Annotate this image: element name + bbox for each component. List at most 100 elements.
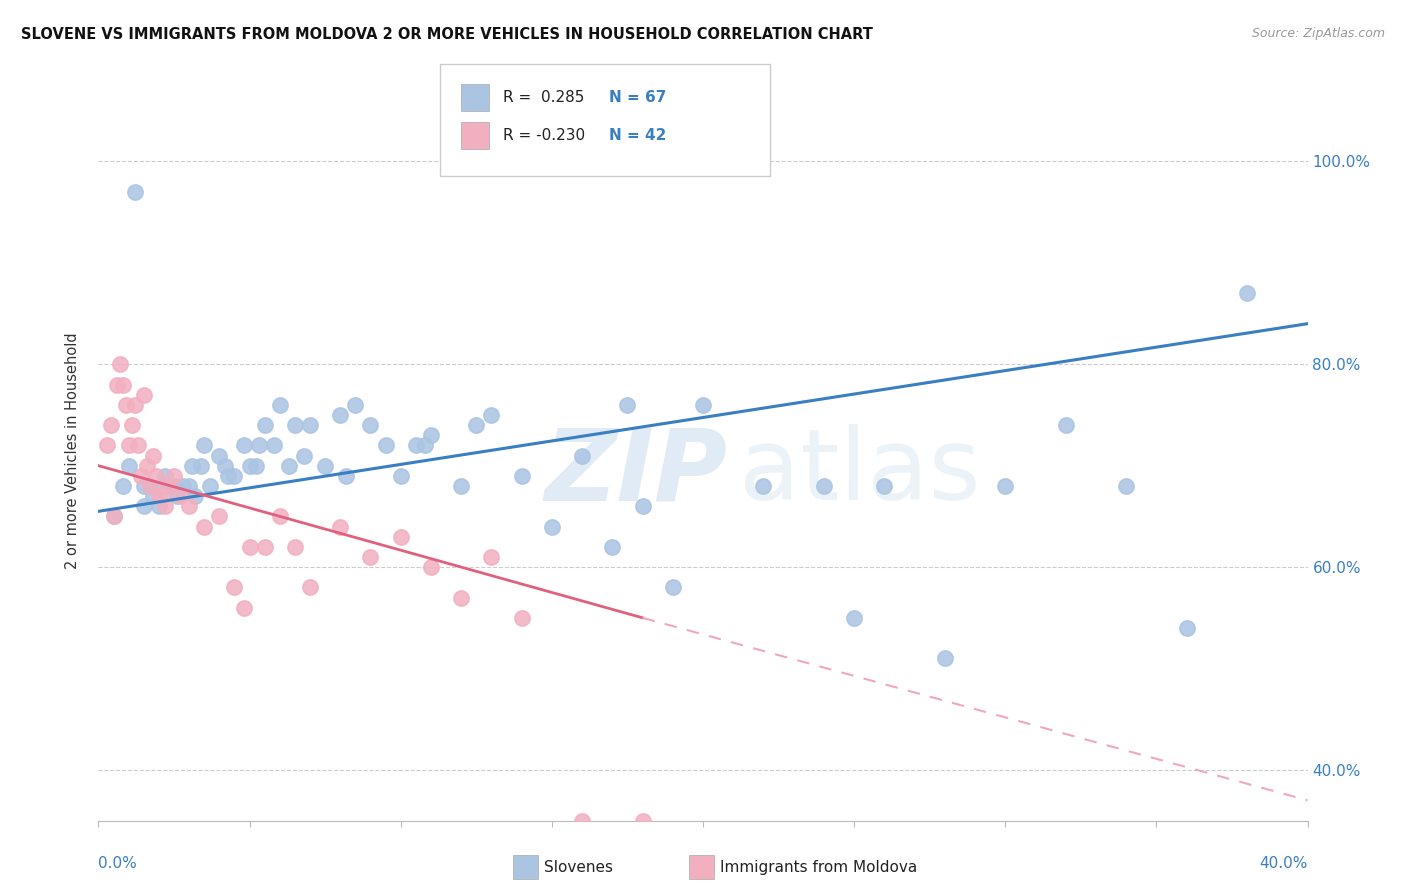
Point [420, 560, 443, 574]
Point [148, 500, 170, 514]
Point [314, 458, 336, 473]
Point [132, 387, 155, 401]
Point [181, 458, 204, 473]
Point [413, 438, 436, 452]
Point [148, 489, 170, 503]
Point [132, 479, 155, 493]
Point [994, 479, 1017, 493]
Point [232, 438, 254, 452]
Point [540, 519, 562, 533]
Point [142, 449, 165, 463]
Point [481, 549, 503, 564]
Point [752, 479, 775, 493]
Point [105, 377, 128, 392]
Point [292, 449, 315, 463]
Point [111, 479, 134, 493]
Text: N = 42: N = 42 [609, 128, 666, 143]
Point [253, 418, 276, 433]
Point [335, 468, 357, 483]
Point [389, 530, 412, 544]
Point [661, 580, 683, 594]
Point [132, 500, 155, 514]
Point [200, 479, 222, 493]
Point [179, 500, 201, 514]
Point [360, 549, 382, 564]
Point [299, 418, 322, 433]
Text: atlas: atlas [740, 425, 981, 521]
Point [103, 509, 125, 524]
Point [934, 651, 956, 665]
Point [1175, 621, 1198, 635]
Point [135, 458, 157, 473]
Y-axis label: 2 or more Vehicles in Household: 2 or more Vehicles in Household [65, 332, 80, 569]
Point [284, 540, 307, 554]
Point [813, 479, 835, 493]
Point [156, 479, 179, 493]
Point [253, 540, 276, 554]
Point [284, 418, 307, 433]
Point [1236, 286, 1258, 301]
Point [96, 438, 118, 452]
Point [465, 418, 488, 433]
Point [602, 540, 624, 554]
Point [153, 468, 176, 483]
Point [239, 540, 262, 554]
Point [124, 185, 146, 199]
Point [1054, 418, 1077, 433]
Point [121, 418, 143, 433]
Point [277, 458, 299, 473]
Point [344, 398, 367, 412]
Point [214, 458, 236, 473]
Point [571, 814, 593, 828]
Point [184, 489, 207, 503]
Point [844, 611, 866, 625]
Point [208, 509, 231, 524]
Point [163, 479, 186, 493]
Point [124, 398, 146, 412]
Point [224, 580, 246, 594]
Point [224, 468, 246, 483]
Point [172, 479, 194, 493]
Point [692, 398, 714, 412]
Point [329, 519, 352, 533]
Point [510, 611, 533, 625]
Point [389, 468, 412, 483]
Text: 0.0%: 0.0% [98, 856, 138, 871]
Point [145, 468, 167, 483]
Point [166, 489, 188, 503]
Point [208, 449, 231, 463]
Point [129, 468, 152, 483]
Point [450, 479, 472, 493]
Point [420, 428, 443, 442]
Point [873, 479, 896, 493]
Text: ZIP: ZIP [544, 425, 727, 521]
Text: Slovenes: Slovenes [544, 860, 613, 874]
Point [217, 468, 239, 483]
Point [481, 408, 503, 422]
Point [510, 468, 533, 483]
Point [108, 357, 131, 371]
Point [269, 509, 291, 524]
Point [247, 438, 270, 452]
Text: Immigrants from Moldova: Immigrants from Moldova [720, 860, 917, 874]
Text: R = -0.230: R = -0.230 [503, 128, 585, 143]
Text: 40.0%: 40.0% [1260, 856, 1308, 871]
Point [374, 438, 396, 452]
Point [405, 438, 427, 452]
Point [156, 479, 179, 493]
Point [114, 398, 136, 412]
Point [239, 458, 262, 473]
Point [103, 509, 125, 524]
Point [329, 408, 352, 422]
Point [631, 500, 654, 514]
Point [150, 479, 173, 493]
Point [100, 418, 122, 433]
Point [616, 398, 638, 412]
Point [150, 489, 173, 503]
Point [118, 458, 141, 473]
Text: R =  0.285: R = 0.285 [503, 90, 585, 104]
Point [193, 438, 215, 452]
Text: N = 67: N = 67 [609, 90, 666, 104]
Point [571, 449, 593, 463]
Point [179, 479, 201, 493]
